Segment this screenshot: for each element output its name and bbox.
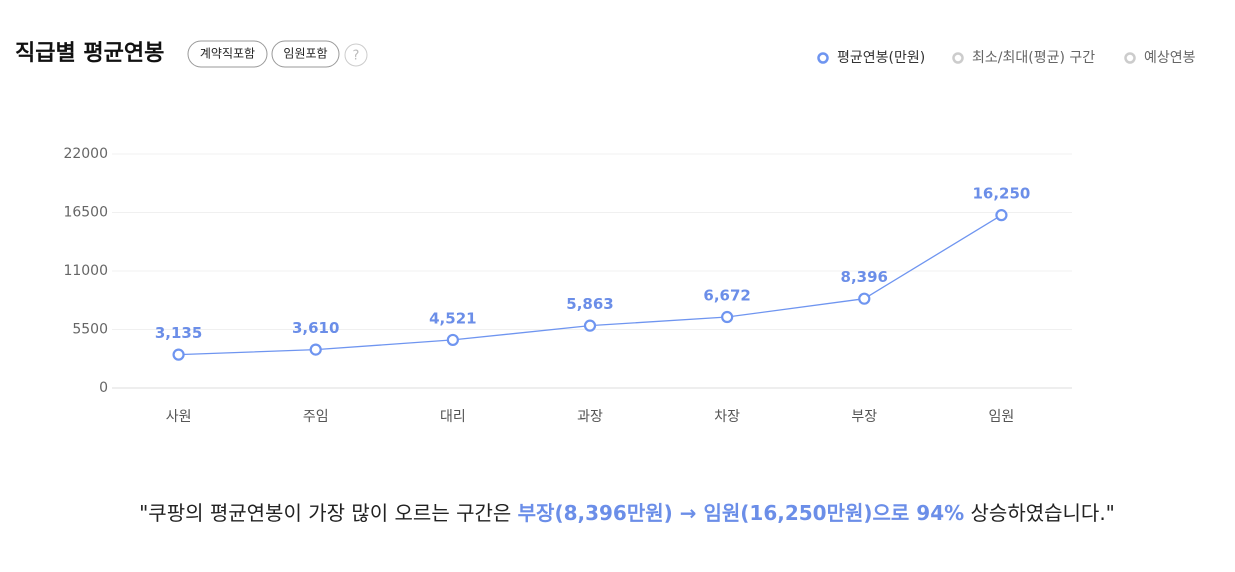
x-tick-label: 과장	[577, 409, 603, 425]
value-label: 3,135	[155, 324, 202, 342]
value-label: 6,672	[703, 287, 750, 305]
x-tick-label: 임원	[989, 409, 1015, 425]
y-tick-label: 0	[99, 380, 108, 396]
summary: "쿠팡의 평균연봉이 가장 많이 오르는 구간은 부장(8,396만원) → 임…	[139, 501, 1115, 525]
badge-box[interactable]	[271, 40, 340, 68]
value-label: 4,521	[429, 309, 476, 327]
point	[172, 348, 185, 361]
x-tick-label: 차장	[714, 409, 740, 425]
summary-highlight: 부장(8,396만원) → 임원(16,250만원)으로 94%	[518, 501, 965, 525]
y-tick-label: 11000	[63, 263, 108, 279]
x-tick-label: 주임	[303, 409, 329, 425]
legend-marker	[1124, 52, 1136, 64]
point	[721, 310, 734, 324]
legend-marker	[952, 52, 964, 64]
x-tick-label: 대리	[440, 409, 466, 425]
legend-marker	[817, 52, 829, 64]
x-tick-label: 부장	[851, 409, 877, 425]
badge-box[interactable]	[187, 40, 268, 68]
help-icon[interactable]	[344, 43, 368, 67]
point	[446, 333, 459, 347]
y-tick-label: 16500	[63, 205, 108, 221]
point	[858, 292, 871, 305]
legend-label: 최소/최대(평균) 구간	[972, 50, 1095, 66]
value-label: 3,610	[292, 319, 339, 337]
badge[interactable]: 계약직포함	[200, 46, 255, 61]
value-label: 5,863	[566, 295, 613, 313]
point	[309, 343, 322, 356]
x-tick-label: 사원	[166, 409, 192, 425]
value-label: 8,396	[841, 268, 888, 286]
badge[interactable]: 임원포함	[283, 47, 327, 61]
legend-label: 예상연봉	[1144, 50, 1196, 66]
legend-label: 평균연봉(만원)	[837, 50, 925, 66]
summary-suffix: 상승하였습니다."	[964, 501, 1115, 525]
y-tick-label: 22000	[63, 146, 108, 162]
value-label: 16,250	[972, 185, 1030, 203]
point	[995, 209, 1008, 222]
y-tick-label: 5500	[72, 322, 108, 338]
point	[583, 319, 597, 332]
summary-prefix: "쿠팡의 평균연봉이 가장 많이 오르는 구간은	[139, 501, 518, 525]
help-text[interactable]: ?	[353, 49, 360, 64]
title: 직급별 평균연봉	[15, 41, 164, 66]
